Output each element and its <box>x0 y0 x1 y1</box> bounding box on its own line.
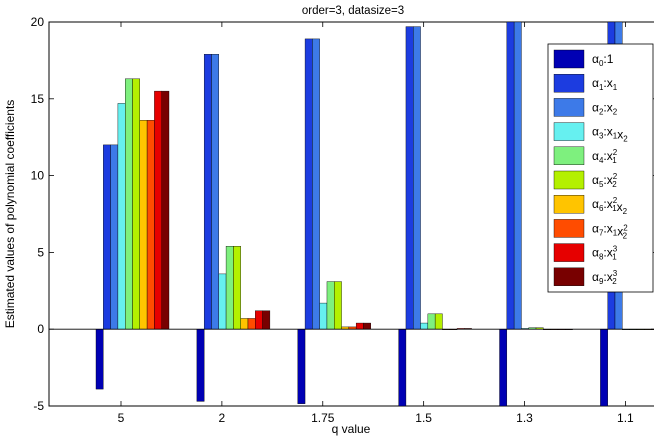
bar-1.5-series-0 <box>398 329 407 407</box>
y-tick-label: 10 <box>31 169 45 183</box>
legend-swatch <box>553 146 585 166</box>
legend-entry: α5:x2 2 <box>592 172 618 189</box>
bar-1.75-series-0 <box>297 329 306 404</box>
y-tick-label: -5 <box>33 399 44 413</box>
bar-2-series-2 <box>211 54 219 330</box>
bar-5-series-4 <box>124 78 133 330</box>
bar-1.3-series-0 <box>499 329 508 407</box>
bar-5-series-3 <box>117 103 126 330</box>
bar-5-series-2 <box>110 144 119 330</box>
legend-entry: α7:x1x2 2 <box>592 221 628 240</box>
x-tick-label: 2 <box>219 411 226 425</box>
bar-1.5-series-2 <box>413 26 421 330</box>
bar-5-series-6 <box>139 120 148 330</box>
y-tick-label: 20 <box>31 15 45 29</box>
legend-swatch <box>553 49 585 69</box>
legend-swatch <box>553 73 585 93</box>
bar-2-series-8 <box>255 310 263 330</box>
bar-1.75-series-4 <box>326 281 335 330</box>
x-tick-label: 1.3 <box>516 411 533 425</box>
y-tick-label: 0 <box>37 322 44 336</box>
bar-1.5-series-3 <box>420 322 429 330</box>
y-tick-label: 5 <box>37 245 44 259</box>
bar-1.75-series-1 <box>304 38 313 330</box>
legend-swatch <box>553 122 585 141</box>
legend-entry: α9:x3 2 <box>592 269 618 286</box>
x-axis-label: q value <box>332 422 371 436</box>
legend-entry: α8:x3 1 <box>592 245 618 262</box>
bar-1.5-series-4 <box>427 313 436 330</box>
bar-5-series-8 <box>154 90 162 330</box>
bar-1.75-series-9 <box>363 322 371 330</box>
bar-2-series-5 <box>233 246 241 330</box>
x-tick-label: 1.5 <box>415 411 432 425</box>
bar-2-series-7 <box>247 318 256 330</box>
bar-1.5-series-1 <box>405 26 414 330</box>
legend-swatch <box>553 267 585 286</box>
bar-1.5-series-5 <box>434 313 443 330</box>
bar-2-series-1 <box>203 54 212 330</box>
bar-5-series-9 <box>161 90 170 330</box>
legend-swatch <box>553 219 585 238</box>
bar-2-series-0 <box>196 329 205 402</box>
bar-5-series-5 <box>132 78 141 330</box>
legend-swatch <box>553 98 585 117</box>
bar-2-series-6 <box>240 318 249 330</box>
chart-title: order=3, datasize=3 <box>302 5 404 17</box>
bar-2-series-9 <box>262 310 271 330</box>
legend-entry: α4:x2 1 <box>592 148 618 165</box>
bar-1.1-series-0 <box>600 329 608 407</box>
legend-swatch <box>553 243 585 262</box>
bar-1.3-series-2 <box>513 21 522 330</box>
legend-entry: α6:x2 1x2 <box>592 196 628 216</box>
bar-5-series-1 <box>103 144 111 330</box>
legend-entry: α3:x1x2 <box>592 125 628 144</box>
legend-swatch <box>553 194 585 214</box>
bar-5-series-0 <box>95 329 104 390</box>
x-tick-label: 1.75 <box>311 411 335 425</box>
x-tick-label: 5 <box>118 411 125 425</box>
y-axis-label: Estimated values of polynomial coefficie… <box>3 100 17 329</box>
bar-1.75-series-2 <box>312 38 320 330</box>
bar-2-series-3 <box>218 273 227 330</box>
y-tick-label: 15 <box>31 92 45 106</box>
bar-2-series-4 <box>225 246 234 330</box>
bar-1.75-series-5 <box>334 281 342 330</box>
legend-entry: α0:1 <box>592 52 614 68</box>
bar-1.75-series-3 <box>319 302 328 330</box>
x-tick-label: 1.1 <box>617 411 634 425</box>
axes-group: -5 0 5 10 15 20 5 2 1.75 1.5 1.3 1.1 <box>31 15 654 425</box>
legend-entry: α1:x1 <box>592 76 618 92</box>
bar-1.75-series-8 <box>355 322 364 330</box>
legend-entry: α2:x2 <box>592 100 618 116</box>
bar-5-series-7 <box>146 120 155 330</box>
legend-swatch <box>553 170 585 190</box>
legend: α0:1 α1:x1 α2:x2 α3:x1x2 α4:x2 1 α5:x2 2 α6:x2 1x… <box>547 43 654 293</box>
bar-1.3-series-1 <box>506 21 515 330</box>
